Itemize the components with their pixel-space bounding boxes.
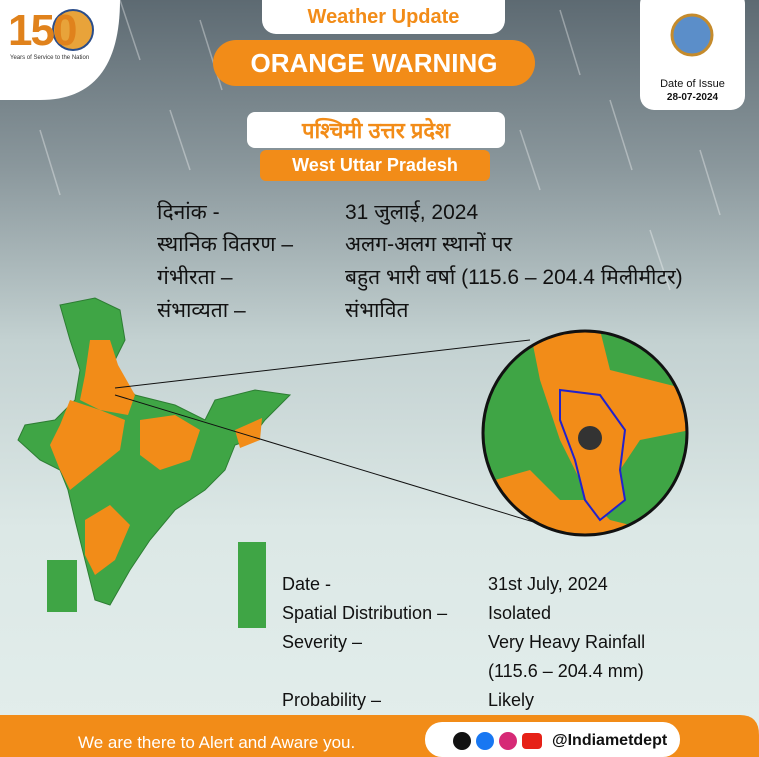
hindi-value: बहुत भारी वर्षा (115.6 – 204.4 मिलीमीटर) (345, 266, 683, 289)
rain (39, 0, 721, 291)
english-label: Spatial Distribution – (282, 603, 448, 623)
issue-label: Date of Issue (660, 78, 725, 90)
icon-youtube[interactable] (522, 733, 542, 749)
region-hindi: पश्चिमी उत्तर प्रदेश (247, 112, 505, 148)
imd-emblem (670, 13, 714, 57)
hindi-label: गंभीरता – (157, 266, 233, 289)
hindi-value: संभावित (345, 299, 409, 322)
india-map (17, 297, 561, 628)
icon-instagram[interactable] (499, 732, 517, 750)
region-english: West Uttar Pradesh (260, 150, 490, 181)
english-label: Date - (282, 574, 332, 594)
footer-tagline: We are there to Alert and Aware you. (78, 733, 356, 752)
hindi-label: स्थानिक वितरण – (157, 233, 294, 256)
icon-facebook[interactable] (476, 732, 494, 750)
logo-number: 150 (8, 6, 77, 55)
english-label: Probability – (282, 690, 382, 710)
english-value: (115.6 – 204.4 mm) (488, 661, 644, 681)
kicker: Weather Update (262, 0, 505, 34)
logo-emblem (52, 9, 94, 51)
issue-date: 28-07-2024 (666, 92, 719, 103)
english-value: Isolated (488, 603, 552, 623)
icon-x[interactable] (453, 732, 471, 750)
zoom-map (481, 329, 689, 537)
english-label: Severity – (282, 632, 363, 652)
hindi-label: संभाव्यता – (157, 299, 246, 322)
hindi-value: अलग-अलग स्थानों पर (345, 233, 513, 256)
footer-handle[interactable]: @Indiametdept (552, 732, 668, 749)
logo-caption: Years of Service to the Nation (10, 55, 90, 61)
english-value: Very Heavy Rainfall (488, 632, 646, 652)
hindi-value: 31 जुलाई, 2024 (345, 201, 479, 224)
warning-title: ORANGE WARNING (213, 40, 535, 86)
english-value: 31st July, 2024 (488, 574, 608, 594)
hindi-label: दिनांक - (157, 201, 220, 224)
english-value: Likely (488, 690, 535, 710)
